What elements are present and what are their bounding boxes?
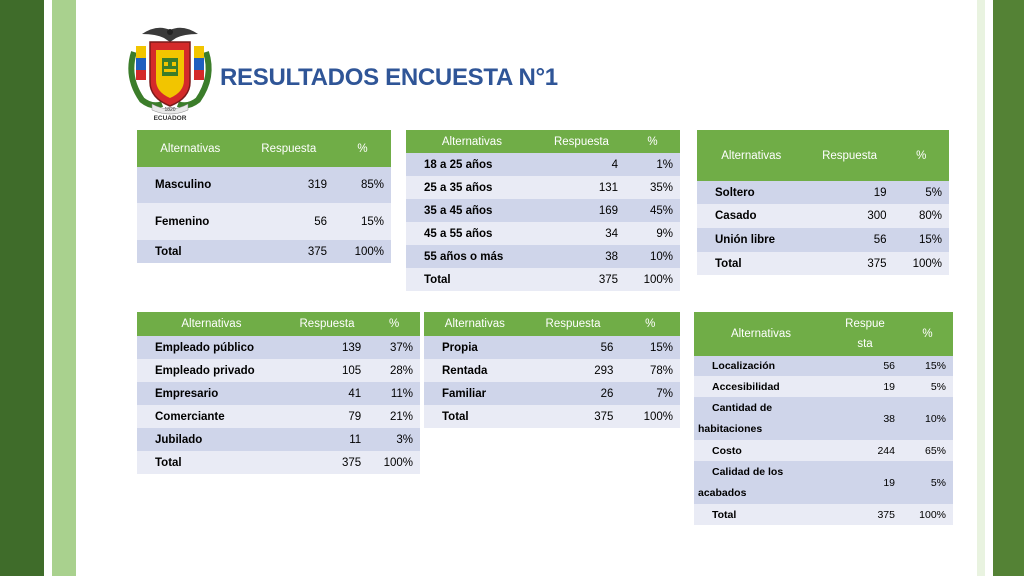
table-row: Femenino 56 15% — [137, 203, 391, 240]
table-row: 18 a 25 años 4 1% — [406, 153, 680, 176]
col-header: Respuesta — [525, 312, 621, 336]
table-row: Costo 244 65% — [694, 440, 953, 461]
table-row: Total 375 100% — [137, 451, 420, 474]
table-row: Casado 300 80% — [697, 204, 949, 228]
gender-table: Alternativas Respuesta % Masculino 319 8… — [137, 130, 391, 263]
table-row: 55 años o más 38 10% — [406, 245, 680, 268]
table-row: Empleado privado 105 28% — [137, 359, 420, 382]
svg-text:ECUADOR: ECUADOR — [154, 115, 187, 122]
col-header: % — [334, 130, 391, 167]
table-row: Soltero 19 5% — [697, 181, 949, 204]
table-row: Total 375 100% — [424, 405, 680, 428]
col-header: Alternativas — [137, 312, 286, 336]
table-row: Total 375 100% — [406, 268, 680, 291]
table-row: Empleado público 139 37% — [137, 336, 420, 359]
table-row: Familiar 26 7% — [424, 382, 680, 405]
col-header: % — [893, 130, 949, 181]
age-table: Alternativas Respuesta % 18 a 25 años 4 … — [406, 130, 680, 291]
table-row: Unión libre 56 15% — [697, 228, 949, 252]
col-header: Respuesta — [243, 130, 335, 167]
col-header: Alternativas — [406, 130, 538, 153]
page-title: RESULTADOS ENCUESTA N°1 — [220, 64, 558, 91]
occupation-table: Alternativas Respuesta % Empleado públic… — [137, 312, 420, 474]
marital-status-table: Alternativas Respuesta % Soltero 19 5% C… — [697, 130, 949, 275]
table-row: 25 a 35 años 131 35% — [406, 176, 680, 199]
table-row: 35 a 45 años 169 45% — [406, 199, 680, 222]
col-header: Respuesta — [285, 312, 369, 336]
table-row: Calidad de los acabados 19 5% — [694, 461, 953, 504]
col-header: % — [368, 312, 420, 336]
col-header: Alternativas — [697, 130, 806, 181]
col-header: Respuesta — [805, 130, 894, 181]
factors-table: Alternativas Respue sta % Localización 56… — [694, 312, 953, 525]
table-row: Localización 56 15% — [694, 356, 953, 376]
table-row: Jubilado 11 3% — [137, 428, 420, 451]
col-header: Alternativas — [424, 312, 526, 336]
col-header: % — [620, 312, 680, 336]
col-header: Alternativas — [694, 312, 828, 356]
left-light-green-bar — [52, 0, 76, 576]
col-header: % — [902, 312, 953, 356]
table-row: Total 375 100% — [697, 252, 949, 275]
col-header: % — [625, 130, 680, 153]
table-row: Rentada 293 78% — [424, 359, 680, 382]
svg-text:1820: 1820 — [164, 107, 175, 113]
right-green-bar — [993, 0, 1024, 576]
table-row: Accesibilidad 19 5% — [694, 376, 953, 397]
table-row: Total 375 100% — [137, 240, 391, 263]
ecuador-coat-of-arms-logo: 1820 ECUADOR — [128, 27, 212, 122]
col-header: Alternativas — [137, 130, 244, 167]
table-row: Comerciante 79 21% — [137, 405, 420, 428]
col-header: Respuesta — [537, 130, 626, 153]
table-row: Empresario 41 11% — [137, 382, 420, 405]
left-dark-green-bar — [0, 0, 44, 576]
housing-table: Alternativas Respuesta % Propia 56 15% R… — [424, 312, 680, 428]
right-light-bar — [977, 0, 985, 576]
table-row: 45 a 55 años 34 9% — [406, 222, 680, 245]
table-row: Total 375 100% — [694, 504, 953, 525]
table-row: Masculino 319 85% — [137, 167, 391, 203]
table-row: Cantidad de habitaciones 38 10% — [694, 397, 953, 440]
table-row: Propia 56 15% — [424, 336, 680, 359]
